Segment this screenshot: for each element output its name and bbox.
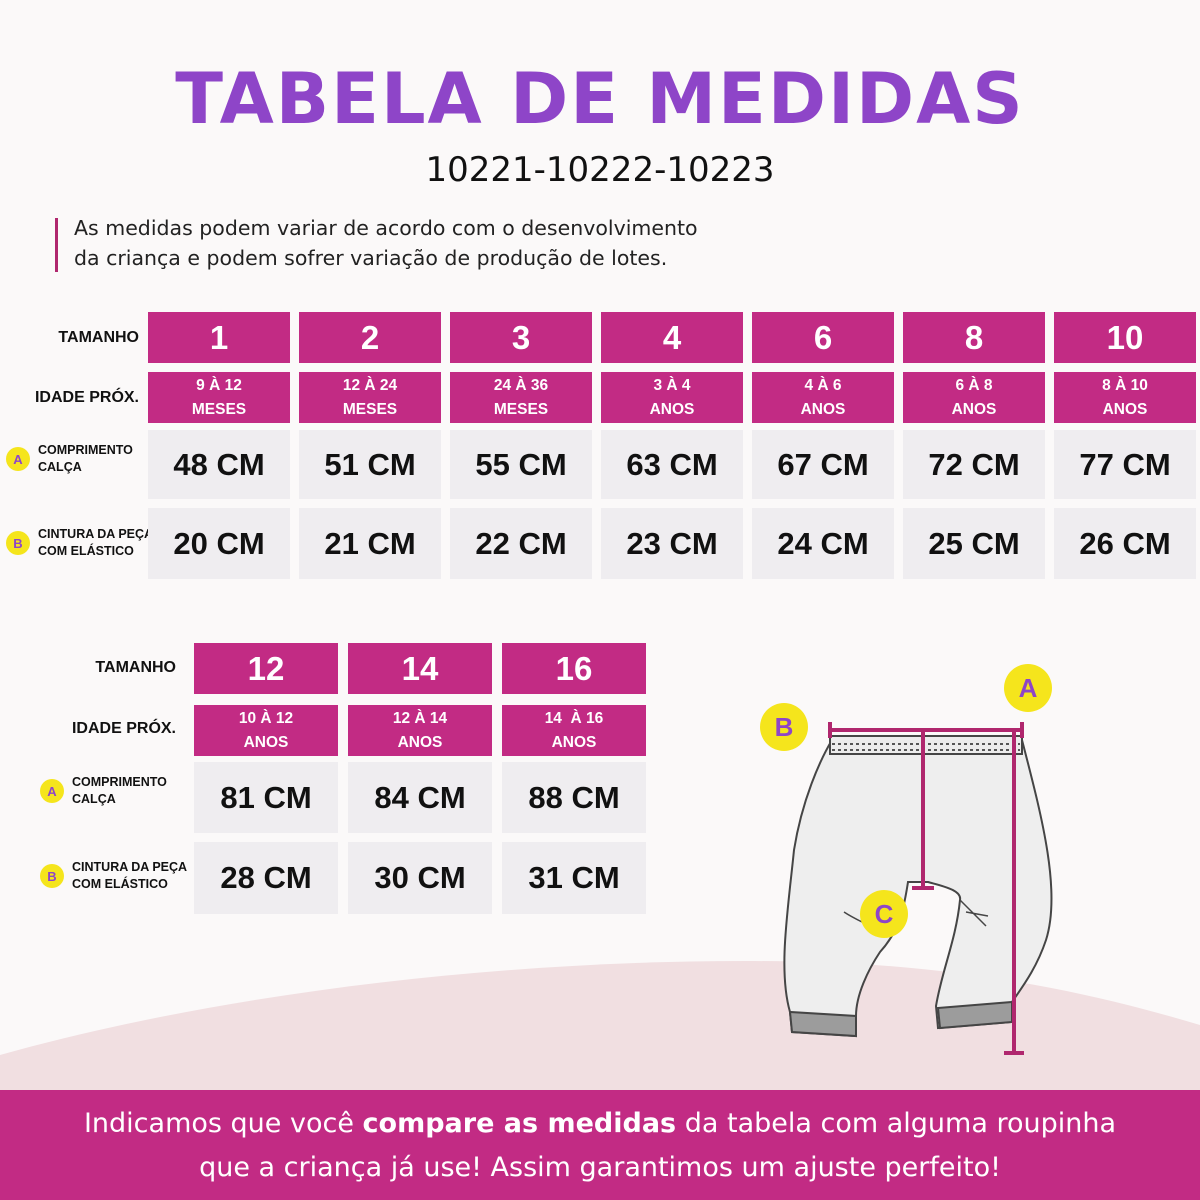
size-cell: 2 xyxy=(299,312,441,363)
badge-a-icon: A xyxy=(1004,664,1052,712)
badge-a-icon: A xyxy=(6,447,30,471)
age-cell: 3 À 4 ANOS xyxy=(601,372,743,423)
age-cell: 6 À 8 ANOS xyxy=(903,372,1045,423)
size-cell: 8 xyxy=(903,312,1045,363)
age-cell: 24 À 36 MESES xyxy=(450,372,592,423)
waist-cell: 24 CM xyxy=(752,508,894,579)
age-range: 6 À 8 xyxy=(955,376,993,394)
age-cell: 12 À 14 ANOS xyxy=(348,705,492,756)
size-cell: 6 xyxy=(752,312,894,363)
age-cell: 12 À 24 MESES xyxy=(299,372,441,423)
age-cell: 14 À 16 ANOS xyxy=(502,705,646,756)
size-cell: 1 xyxy=(148,312,290,363)
age-cell: 4 À 6 ANOS xyxy=(752,372,894,423)
footer-bold-text: compare as medidas xyxy=(362,1108,677,1139)
page-title: TABELA DE MEDIDAS xyxy=(175,58,1025,140)
age-unit: ANOS xyxy=(1102,400,1148,418)
age-range: 3 À 4 xyxy=(653,376,691,394)
waist-cell: 31 CM xyxy=(502,842,646,914)
size-cell: 12 xyxy=(194,643,338,694)
footer-line-1: Indicamos que você compare as medidas da… xyxy=(0,1102,1200,1146)
length-cell: 63 CM xyxy=(601,430,743,499)
table1-age-label: IDADE PRÓX. xyxy=(34,389,139,406)
age-range: 8 À 10 xyxy=(1102,376,1148,394)
note-accent-bar xyxy=(55,218,58,272)
waist-cell: 30 CM xyxy=(348,842,492,914)
size-cell: 14 xyxy=(348,643,492,694)
footer-text-1: Indicamos que você xyxy=(83,1108,363,1139)
badge-b-icon: B xyxy=(6,531,30,555)
badge-a-icon: A xyxy=(40,779,64,803)
length-label-text: COMPRIMENTO CALÇA xyxy=(72,775,167,806)
age-unit: ANOS xyxy=(951,400,997,418)
size-cell: 4 xyxy=(601,312,743,363)
age-range: 12 À 14 xyxy=(392,709,448,727)
table2-age-label: IDADE PRÓX. xyxy=(71,720,176,737)
waist-cell: 25 CM xyxy=(903,508,1045,579)
age-range: 4 À 6 xyxy=(804,376,842,394)
length-cell: 77 CM xyxy=(1054,430,1196,499)
age-unit: ANOS xyxy=(551,733,597,751)
age-unit: ANOS xyxy=(243,733,289,751)
age-cell: 9 À 12 MESES xyxy=(148,372,290,423)
length-cell: 51 CM xyxy=(299,430,441,499)
size-cell: 3 xyxy=(450,312,592,363)
length-cell: 67 CM xyxy=(752,430,894,499)
waist-cell: 26 CM xyxy=(1054,508,1196,579)
age-unit: MESES xyxy=(342,400,398,418)
table2-waist-label: B CINTURA DA PEÇA COM ELÁSTICO xyxy=(40,859,187,893)
age-cell: 10 À 12 ANOS xyxy=(194,705,338,756)
length-cell: 84 CM xyxy=(348,762,492,833)
waist-cell: 23 CM xyxy=(601,508,743,579)
table2-size-label: TAMANHO xyxy=(95,659,176,676)
table2-length-label: A COMPRIMENTO CALÇA xyxy=(40,774,167,808)
age-unit: ANOS xyxy=(800,400,846,418)
length-label-text: COMPRIMENTO CALÇA xyxy=(38,443,133,474)
age-cell: 8 À 10 ANOS xyxy=(1054,372,1196,423)
waist-label-text: CINTURA DA PEÇA COM ELÁSTICO xyxy=(72,860,188,891)
waist-cell: 22 CM xyxy=(450,508,592,579)
pants-illustration xyxy=(783,735,1053,1038)
table1-waist-label: B CINTURA DA PEÇA COM ELÁSTICO xyxy=(6,526,153,560)
waist-cell: 20 CM xyxy=(148,508,290,579)
footer-text-2: da tabela com alguma roupinha xyxy=(676,1108,1117,1139)
note-line-1: As medidas podem variar de acordo com o … xyxy=(74,216,698,240)
length-cell: 88 CM xyxy=(502,762,646,833)
age-unit: ANOS xyxy=(649,400,695,418)
badge-c-icon: C xyxy=(860,890,908,938)
size-cell: 16 xyxy=(502,643,646,694)
svg-text:B: B xyxy=(775,712,794,742)
footer-line-2: que a criança já use! Assim garantimos u… xyxy=(199,1152,1001,1183)
age-range: 10 À 12 xyxy=(238,709,294,727)
disclaimer-note: As medidas podem variar de acordo com o … xyxy=(74,213,794,273)
measurement-lines xyxy=(828,722,1024,1055)
badge-b-icon: B xyxy=(760,703,808,751)
waist-cell: 28 CM xyxy=(194,842,338,914)
footer-banner: Indicamos que você compare as medidas da… xyxy=(0,1090,1200,1200)
length-cell: 81 CM xyxy=(194,762,338,833)
decorative-ground xyxy=(0,961,1200,1100)
length-cell: 55 CM xyxy=(450,430,592,499)
waist-cell: 21 CM xyxy=(299,508,441,579)
length-cell: 48 CM xyxy=(148,430,290,499)
age-unit: ANOS xyxy=(397,733,443,751)
age-unit: MESES xyxy=(493,400,549,418)
pants-diagram: A B C xyxy=(760,664,1053,1055)
age-range: 12 À 24 xyxy=(342,376,398,394)
table1-size-label: TAMANHO xyxy=(58,329,139,346)
age-range: 9 À 12 xyxy=(196,376,242,394)
length-cell: 72 CM xyxy=(903,430,1045,499)
product-codes: 10221-10222-10223 xyxy=(425,150,775,190)
svg-text:A: A xyxy=(1019,673,1038,703)
size-cell: 10 xyxy=(1054,312,1196,363)
age-range: 14 À 16 xyxy=(544,709,604,727)
waist-label-text: CINTURA DA PEÇA COM ELÁSTICO xyxy=(38,527,154,558)
badge-b-icon: B xyxy=(40,864,64,888)
note-line-2: da criança e podem sofrer variação de pr… xyxy=(74,246,668,270)
age-range: 24 À 36 xyxy=(493,376,549,394)
age-unit: MESES xyxy=(191,400,247,418)
svg-text:C: C xyxy=(875,899,894,929)
table1-length-label: A COMPRIMENTO CALÇA xyxy=(6,442,133,476)
